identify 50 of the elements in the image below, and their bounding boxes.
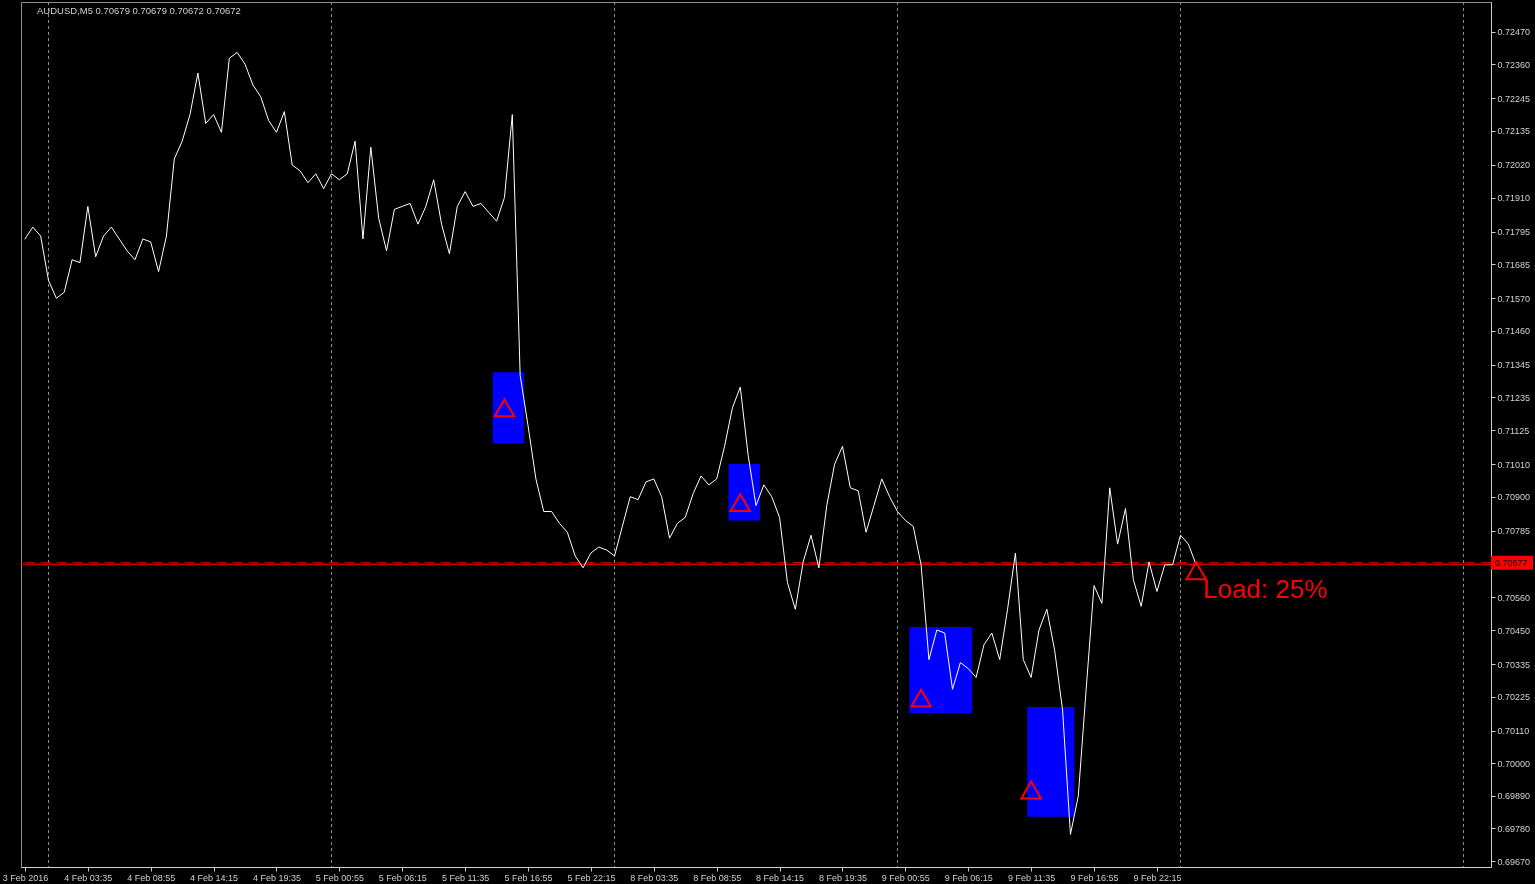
x-tick-label: 9 Feb 00:55 — [881, 872, 930, 883]
x-tick-label: 4 Feb 19:35 — [252, 872, 301, 883]
x-tick-label: 9 Feb 16:55 — [1070, 872, 1119, 883]
y-tick-label: 0.69780 — [1497, 823, 1531, 834]
y-tick-label: 0.70560 — [1497, 592, 1531, 603]
point — [1185, 561, 1207, 581]
y-tick-label: 0.70785 — [1497, 526, 1531, 537]
x-tick-label: 8 Feb 03:35 — [630, 872, 679, 883]
x-tick-label: 4 Feb 08:55 — [127, 872, 176, 883]
x-tick-label: 4 Feb 03:35 — [64, 872, 113, 883]
x-tick-label: 5 Feb 06:15 — [378, 872, 427, 883]
x-tick-label: 5 Feb 16:55 — [504, 872, 553, 883]
y-tick-label: 0.71010 — [1497, 459, 1531, 470]
x-tick-label: 3 Feb 2016 — [2, 872, 49, 883]
y-tick-label: 0.71685 — [1497, 259, 1531, 270]
y-tick-label: 0.72135 — [1497, 126, 1531, 137]
y-tick-label: 0.71235 — [1497, 392, 1531, 403]
y-tick-label: 0.71460 — [1497, 326, 1531, 337]
x-tick-label: 8 Feb 08:55 — [693, 872, 742, 883]
y-tick-label: 0.71570 — [1497, 293, 1531, 304]
x-tick-label: 8 Feb 14:15 — [756, 872, 805, 883]
x-tick-label: 5 Feb 00:55 — [315, 872, 364, 883]
y-tick-label: 0.72470 — [1497, 27, 1531, 38]
chart-title: AUDUSD,M5 0.70679 0.70679 0.70672 0.70672 — [37, 5, 241, 16]
x-tick-label: 9 Feb 22:15 — [1133, 872, 1182, 883]
point — [1020, 780, 1042, 800]
y-tick-label: 0.70000 — [1497, 758, 1531, 769]
y-tick-label: 0.71125 — [1497, 425, 1530, 436]
annotation: Load: 25% — [1203, 573, 1328, 604]
x-tick-label: 4 Feb 14:15 — [190, 872, 239, 883]
x-tick-label: 9 Feb 06:15 — [944, 872, 993, 883]
y-tick-label: 0.72020 — [1497, 160, 1531, 171]
ref-line-label: 0.70677 — [1495, 557, 1528, 568]
x-tick-label: 5 Feb 11:35 — [441, 872, 490, 883]
x-tick-label: 9 Feb 11:35 — [1007, 872, 1056, 883]
x-tick-label: 5 Feb 22:15 — [567, 872, 616, 883]
y-tick-label: 0.69890 — [1497, 791, 1531, 802]
point — [910, 688, 932, 708]
y-tick-label: 0.69670 — [1497, 856, 1531, 867]
x-tick-label: 8 Feb 19:35 — [818, 872, 867, 883]
y-tick-label: 0.71345 — [1497, 360, 1531, 371]
y-tick-label: 0.71910 — [1497, 193, 1531, 204]
y-tick-label: 0.70110 — [1497, 726, 1530, 737]
y-tick-label: 0.70450 — [1497, 625, 1531, 636]
y-tick-label: 0.72360 — [1497, 59, 1531, 70]
y-tick-label: 0.70225 — [1497, 692, 1531, 703]
y-tick-label: 0.71795 — [1497, 227, 1531, 238]
y-tick-label: 0.70900 — [1497, 492, 1531, 503]
y-tick-label: 0.70335 — [1497, 659, 1531, 670]
y-tick-label: 0.72245 — [1497, 93, 1531, 104]
